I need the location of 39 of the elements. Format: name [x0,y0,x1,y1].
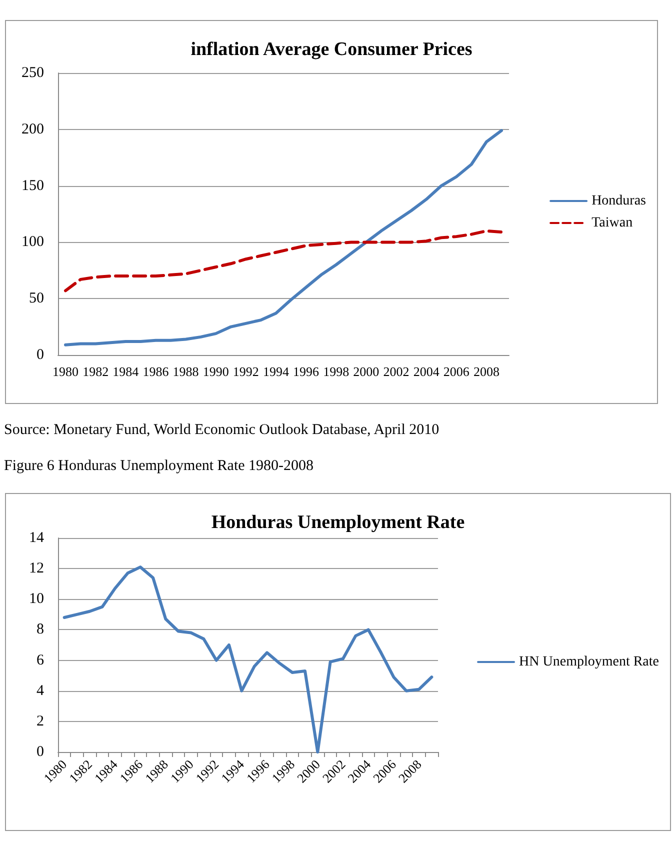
x-tick-label: 1996 [293,364,320,379]
y-tick-label: 50 [29,290,44,307]
x-tick-label: 2002 [383,364,410,379]
chart-title: inflation Average Consumer Prices [190,39,472,60]
x-tick-label: 1988 [172,364,199,379]
legend-label: Taiwan [592,216,633,230]
x-tick-label: 1980 [52,364,79,379]
y-tick-label: 8 [36,622,44,638]
legend-label: Honduras [592,194,646,208]
x-tick-label: 1982 [82,364,109,379]
line-series [64,129,503,346]
x-tick-label: 1984 [112,364,140,379]
legend-label: HN Unemployment Rate [519,654,660,670]
y-tick-label: 150 [22,178,44,194]
x-tick-label: 2000 [353,364,380,379]
y-tick-label: 6 [36,652,44,668]
x-tick-label: 1986 [142,364,170,379]
y-tick-label: 14 [29,530,44,546]
y-tick-label: 2 [36,713,44,730]
y-tick-label: 0 [36,347,44,363]
line-series [62,566,434,754]
chart-title: Honduras Unemployment Rate [211,512,465,533]
x-tick-label: 2004 [413,364,440,379]
x-tick-label: 1998 [323,364,350,379]
x-tick-label: 1990 [202,364,229,379]
line-series [64,229,503,292]
caption: Figure 6 Honduras Unemployment Rate 1980-2008 [4,458,314,475]
x-tick-label: 2008 [473,364,500,379]
y-tick-label: 4 [36,682,44,699]
y-tick-label: 12 [29,560,44,577]
x-tick-label: 1994 [262,364,290,379]
y-tick-label: 10 [29,591,44,608]
source-note: Source: Monetary Fund, World Economic Outlook Database, April 2010 [4,422,440,439]
x-tick-label: 2006 [443,364,470,379]
y-tick-label: 250 [22,65,44,81]
y-tick-label: 100 [22,234,44,250]
y-tick-label: 200 [22,121,44,138]
y-tick-label: 0 [36,744,44,760]
x-tick-label: 1992 [232,364,259,379]
